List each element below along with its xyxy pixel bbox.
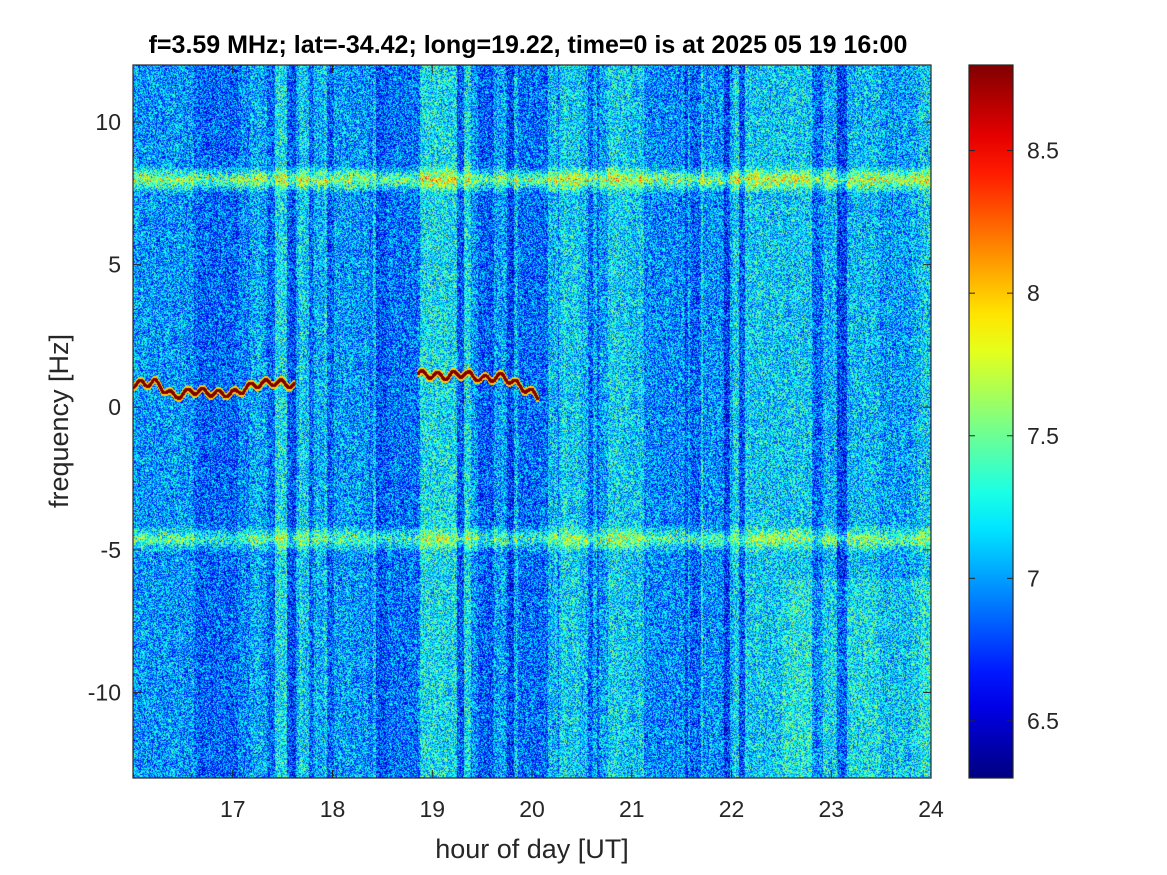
x-tick-label: 21 [619, 796, 645, 822]
spectrogram-plot-area [132, 64, 932, 779]
colorbar-gradient [969, 65, 1013, 778]
x-tick-label: 18 [320, 796, 346, 822]
colorbar-tick-label: 6.5 [1027, 708, 1059, 734]
colorbar-tick-label: 7.5 [1027, 423, 1059, 449]
y-tick-label: 0 [108, 394, 121, 420]
colorbar-ticks: 8.5 8 7.5 7 6.5 [969, 138, 1059, 734]
x-tick-label: 19 [419, 796, 445, 822]
x-axis-label: hour of day [UT] [435, 834, 629, 864]
x-tick-label: 17 [220, 796, 246, 822]
y-tick-label: 10 [95, 109, 121, 135]
y-tick-label: -10 [88, 679, 121, 705]
x-tick-label: 24 [918, 796, 944, 822]
colorbar-tick-label: 8.5 [1027, 138, 1059, 164]
colorbar-frame [968, 64, 1014, 779]
x-tick-label: 20 [519, 796, 545, 822]
x-tick-label: 23 [818, 796, 844, 822]
x-tick-label: 22 [719, 796, 745, 822]
colorbar: 8.5 8 7.5 7 6.5 [968, 64, 1059, 779]
x-axis: 17 18 19 20 21 22 23 24 [220, 65, 944, 822]
chart-title: f=3.59 MHz; lat=-34.42; long=19.22, time… [149, 31, 908, 59]
spectrogram-heatmap [133, 65, 931, 778]
y-tick-label: 5 [108, 252, 121, 278]
y-tick-label: -5 [101, 537, 121, 563]
y-axis-label: frequency [Hz] [44, 334, 74, 508]
y-axis: 10 5 0 -5 -10 [88, 109, 931, 705]
colorbar-tick-label: 8 [1027, 280, 1040, 306]
colorbar-tick-label: 7 [1027, 565, 1040, 591]
